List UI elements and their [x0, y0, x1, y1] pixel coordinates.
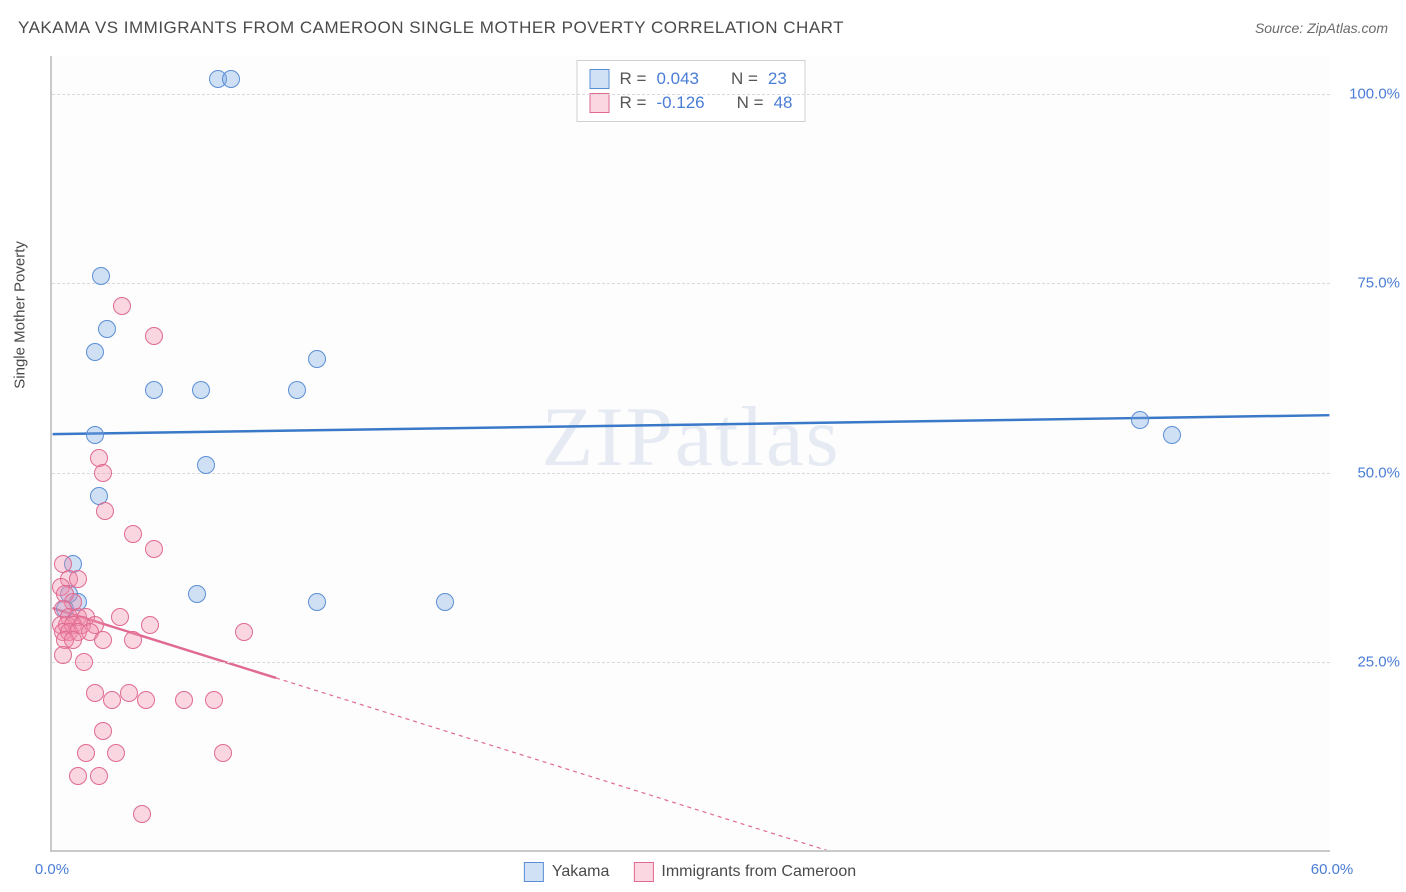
- data-point: [175, 691, 193, 709]
- data-point: [69, 767, 87, 785]
- data-point: [96, 502, 114, 520]
- y-tick-label: 100.0%: [1340, 85, 1400, 102]
- legend-swatch: [524, 862, 544, 882]
- y-tick-label: 25.0%: [1340, 654, 1400, 671]
- r-label: R =: [620, 69, 647, 89]
- data-point: [86, 684, 104, 702]
- n-label: N =: [731, 69, 758, 89]
- data-point: [308, 350, 326, 368]
- legend-item: Yakama: [524, 862, 610, 882]
- data-point: [235, 623, 253, 641]
- data-point: [124, 525, 142, 543]
- data-point: [94, 631, 112, 649]
- legend-item: Immigrants from Cameroon: [633, 862, 856, 882]
- trend-lines: [52, 56, 1330, 850]
- data-point: [54, 646, 72, 664]
- r-value: 0.043: [656, 69, 699, 89]
- data-point: [103, 691, 121, 709]
- correlation-legend: R = 0.043 N = 23 R = -0.126 N = 48: [577, 60, 806, 122]
- data-point: [113, 297, 131, 315]
- y-tick-label: 75.0%: [1340, 275, 1400, 292]
- x-tick-label: 0.0%: [35, 861, 69, 878]
- data-point: [145, 540, 163, 558]
- r-label: R =: [620, 93, 647, 113]
- data-point: [308, 593, 326, 611]
- source-label: Source: ZipAtlas.com: [1255, 20, 1388, 36]
- data-point: [192, 381, 210, 399]
- n-label: N =: [737, 93, 764, 113]
- chart-title: YAKAMA VS IMMIGRANTS FROM CAMEROON SINGL…: [18, 18, 844, 38]
- chart-header: YAKAMA VS IMMIGRANTS FROM CAMEROON SINGL…: [18, 18, 1388, 38]
- data-point: [1163, 426, 1181, 444]
- grid-line: [52, 94, 1330, 95]
- correlation-row: R = 0.043 N = 23: [590, 67, 793, 91]
- legend-swatch: [590, 93, 610, 113]
- legend-swatch: [590, 69, 610, 89]
- grid-line: [52, 283, 1330, 284]
- data-point: [188, 585, 206, 603]
- data-point: [288, 381, 306, 399]
- data-point: [197, 456, 215, 474]
- data-point: [94, 722, 112, 740]
- series-legend: Yakama Immigrants from Cameroon: [524, 862, 856, 882]
- data-point: [92, 267, 110, 285]
- data-point: [141, 616, 159, 634]
- y-axis-label: Single Mother Poverty: [12, 241, 29, 389]
- data-point: [205, 691, 223, 709]
- y-tick-label: 50.0%: [1340, 464, 1400, 481]
- legend-label: Immigrants from Cameroon: [661, 863, 856, 881]
- data-point: [86, 426, 104, 444]
- data-point: [133, 805, 151, 823]
- data-point: [145, 381, 163, 399]
- data-point: [94, 464, 112, 482]
- data-point: [98, 320, 116, 338]
- data-point: [137, 691, 155, 709]
- legend-swatch: [633, 862, 653, 882]
- chart-area: Single Mother Poverty ZIPatlas R = 0.043…: [50, 56, 1330, 852]
- data-point: [124, 631, 142, 649]
- r-value: -0.126: [656, 93, 704, 113]
- data-point: [145, 327, 163, 345]
- n-value: 23: [768, 69, 787, 89]
- data-point: [1131, 411, 1149, 429]
- grid-line: [52, 662, 1330, 663]
- n-value: 48: [774, 93, 793, 113]
- x-tick-label: 60.0%: [1311, 861, 1354, 878]
- watermark: ZIPatlas: [541, 388, 840, 486]
- data-point: [86, 343, 104, 361]
- plot-region: ZIPatlas R = 0.043 N = 23 R = -0.126 N = 48…: [50, 56, 1330, 852]
- grid-line: [52, 473, 1330, 474]
- data-point: [222, 70, 240, 88]
- data-point: [436, 593, 454, 611]
- data-point: [64, 631, 82, 649]
- data-point: [120, 684, 138, 702]
- legend-label: Yakama: [552, 863, 610, 881]
- data-point: [69, 570, 87, 588]
- data-point: [107, 744, 125, 762]
- data-point: [90, 767, 108, 785]
- data-point: [111, 608, 129, 626]
- data-point: [214, 744, 232, 762]
- data-point: [75, 653, 93, 671]
- data-point: [77, 744, 95, 762]
